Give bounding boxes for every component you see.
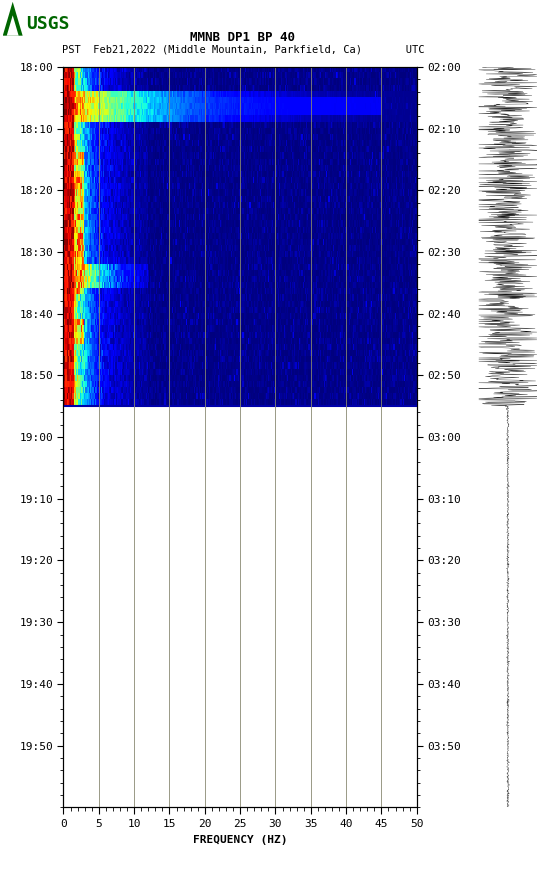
Bar: [63, 406, 417, 807]
X-axis label: FREQUENCY (HZ): FREQUENCY (HZ): [193, 835, 288, 845]
Text: PST  Feb21,2022 (Middle Mountain, Parkfield, Ca)       UTC: PST Feb21,2022 (Middle Mountain, Parkfie…: [62, 45, 424, 55]
Polygon shape: [7, 15, 19, 36]
Text: USGS: USGS: [26, 15, 70, 33]
Polygon shape: [3, 2, 23, 36]
Text: MMNB DP1 BP 40: MMNB DP1 BP 40: [190, 31, 295, 44]
